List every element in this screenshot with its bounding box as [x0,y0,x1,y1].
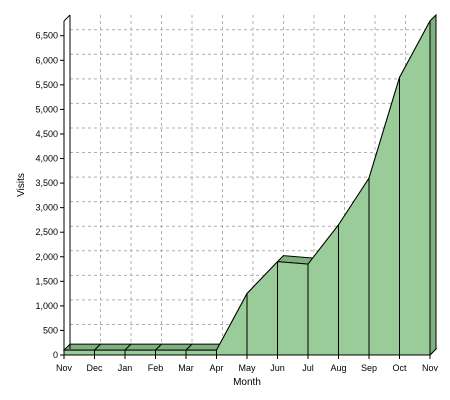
x-tick-labels: Nov Dec Jan Feb Mar Apr May Jun Jul Aug Sep Oct Nov [56,363,439,373]
y-tick-label: 3,500 [35,178,58,188]
y-tick-label: 3,000 [35,203,58,213]
y-tick-label: 5,000 [35,104,58,114]
x-tick-label: Dec [86,363,103,373]
x-tick-label: Jun [270,363,285,373]
x-tick-label: May [238,363,256,373]
y-tick-label: 2,000 [35,252,58,262]
y-tick-label: 4,500 [35,129,58,139]
x-tick-label: Sep [361,363,377,373]
y-axis-title: Visits [16,173,27,197]
y-tick-label: 1,000 [35,301,58,311]
x-tick-label: Apr [209,363,223,373]
x-tick-label: Oct [392,363,407,373]
y-tick-label: 4,000 [35,154,58,164]
axes [60,14,431,359]
x-tick-label: Jan [118,363,133,373]
x-tick-label: Nov [422,363,439,373]
y-tick-label: 6,500 [35,31,58,41]
x-tick-label: Nov [56,363,73,373]
x-tick-label: Jul [302,363,314,373]
x-tick-label: Aug [330,363,346,373]
y-tick-label: 500 [43,325,58,335]
y-tick-labels: 0 500 1,000 1,500 2,000 2,500 3,000 3,500 4,000 4… [35,31,58,360]
x-tick-label: Mar [178,363,194,373]
x-axis-title: Month [233,377,261,388]
y-tick-label: 1,500 [35,276,58,286]
series-area [62,13,437,357]
y-tick-label: 2,500 [35,227,58,237]
x-tick-label: Feb [148,363,164,373]
y-axis-top [63,14,71,22]
area-side [429,13,437,357]
y-tick-label: 6,000 [35,55,58,65]
y-tick-label: 0 [53,350,58,360]
y-tick-label: 5,500 [35,80,58,90]
